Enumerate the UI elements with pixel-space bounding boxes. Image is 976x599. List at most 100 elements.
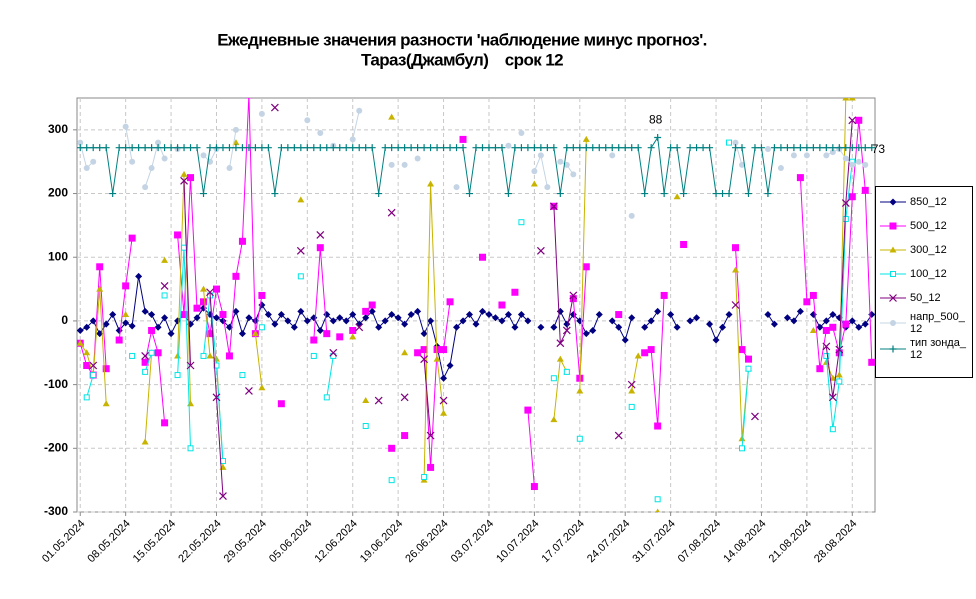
marker	[167, 330, 175, 338]
annotation: 73	[872, 142, 886, 156]
marker	[180, 144, 188, 152]
marker	[654, 307, 662, 315]
marker	[90, 372, 97, 379]
marker	[537, 152, 544, 159]
marker	[284, 144, 292, 152]
marker	[89, 144, 97, 152]
marker	[401, 432, 409, 440]
marker	[647, 346, 655, 354]
marker	[193, 144, 201, 152]
marker	[562, 326, 571, 335]
marker	[589, 144, 597, 152]
marker	[732, 244, 740, 252]
marker	[654, 496, 661, 503]
marker	[862, 161, 869, 168]
marker	[161, 256, 169, 263]
marker	[868, 311, 875, 319]
marker	[388, 477, 395, 484]
marker	[829, 374, 837, 381]
marker	[374, 396, 383, 405]
marker	[141, 352, 150, 360]
marker	[161, 419, 169, 427]
marker	[96, 330, 104, 338]
marker	[621, 336, 629, 344]
marker	[381, 144, 389, 152]
marker	[219, 492, 227, 501]
legend-icon	[880, 222, 906, 230]
marker	[258, 144, 266, 152]
marker	[725, 311, 733, 319]
marker	[329, 348, 338, 357]
marker	[738, 435, 746, 442]
legend-item: 100_12	[876, 263, 972, 285]
marker	[212, 144, 220, 152]
marker	[303, 144, 311, 152]
legend-icon	[880, 294, 906, 302]
marker	[732, 266, 740, 273]
marker	[161, 292, 168, 299]
marker	[751, 144, 759, 152]
marker	[829, 426, 836, 433]
legend: 850_12 500_12 300_12 100_12 50_12 напр_500_12…	[875, 186, 973, 378]
marker	[861, 320, 869, 328]
marker	[739, 445, 745, 452]
marker	[420, 346, 428, 354]
marker	[608, 144, 616, 152]
marker	[517, 311, 525, 319]
marker	[96, 263, 104, 271]
marker	[186, 361, 195, 370]
marker	[258, 110, 265, 117]
marker	[889, 222, 897, 230]
marker	[809, 144, 817, 152]
x-tick-label: 29.05.2024	[222, 518, 269, 565]
marker	[96, 285, 104, 292]
marker	[485, 144, 493, 152]
marker	[238, 237, 246, 245]
marker	[848, 193, 856, 201]
marker	[459, 317, 467, 325]
marker	[822, 317, 830, 325]
marker	[148, 144, 156, 152]
marker	[498, 301, 506, 309]
marker	[427, 463, 435, 471]
marker	[102, 365, 110, 373]
marker	[848, 98, 856, 101]
marker	[148, 326, 156, 334]
marker	[524, 406, 532, 414]
marker	[628, 314, 636, 322]
marker	[855, 116, 863, 124]
marker	[414, 349, 422, 357]
marker	[770, 320, 778, 328]
marker	[764, 311, 772, 319]
marker	[336, 333, 344, 341]
marker	[258, 324, 265, 331]
marker	[582, 135, 590, 142]
marker	[848, 317, 856, 325]
marker	[738, 346, 746, 354]
legend-label: 500_12	[910, 220, 947, 232]
marker	[790, 317, 798, 325]
marker	[141, 307, 149, 315]
legend-icon	[880, 320, 906, 326]
marker	[83, 323, 91, 331]
marker	[232, 272, 240, 280]
marker	[790, 144, 798, 152]
marker	[349, 326, 357, 334]
marker	[421, 473, 428, 480]
marker	[180, 311, 188, 319]
marker	[238, 330, 246, 338]
marker	[206, 288, 214, 297]
marker	[362, 423, 369, 430]
y-tick-label: 300	[48, 122, 68, 136]
marker	[401, 161, 408, 168]
marker	[842, 320, 850, 328]
marker	[89, 361, 98, 370]
marker	[310, 336, 318, 344]
marker	[297, 307, 305, 315]
marker	[284, 317, 292, 325]
marker	[225, 352, 233, 360]
marker	[803, 152, 810, 159]
marker	[109, 190, 117, 198]
marker	[439, 396, 448, 405]
marker	[316, 326, 324, 334]
